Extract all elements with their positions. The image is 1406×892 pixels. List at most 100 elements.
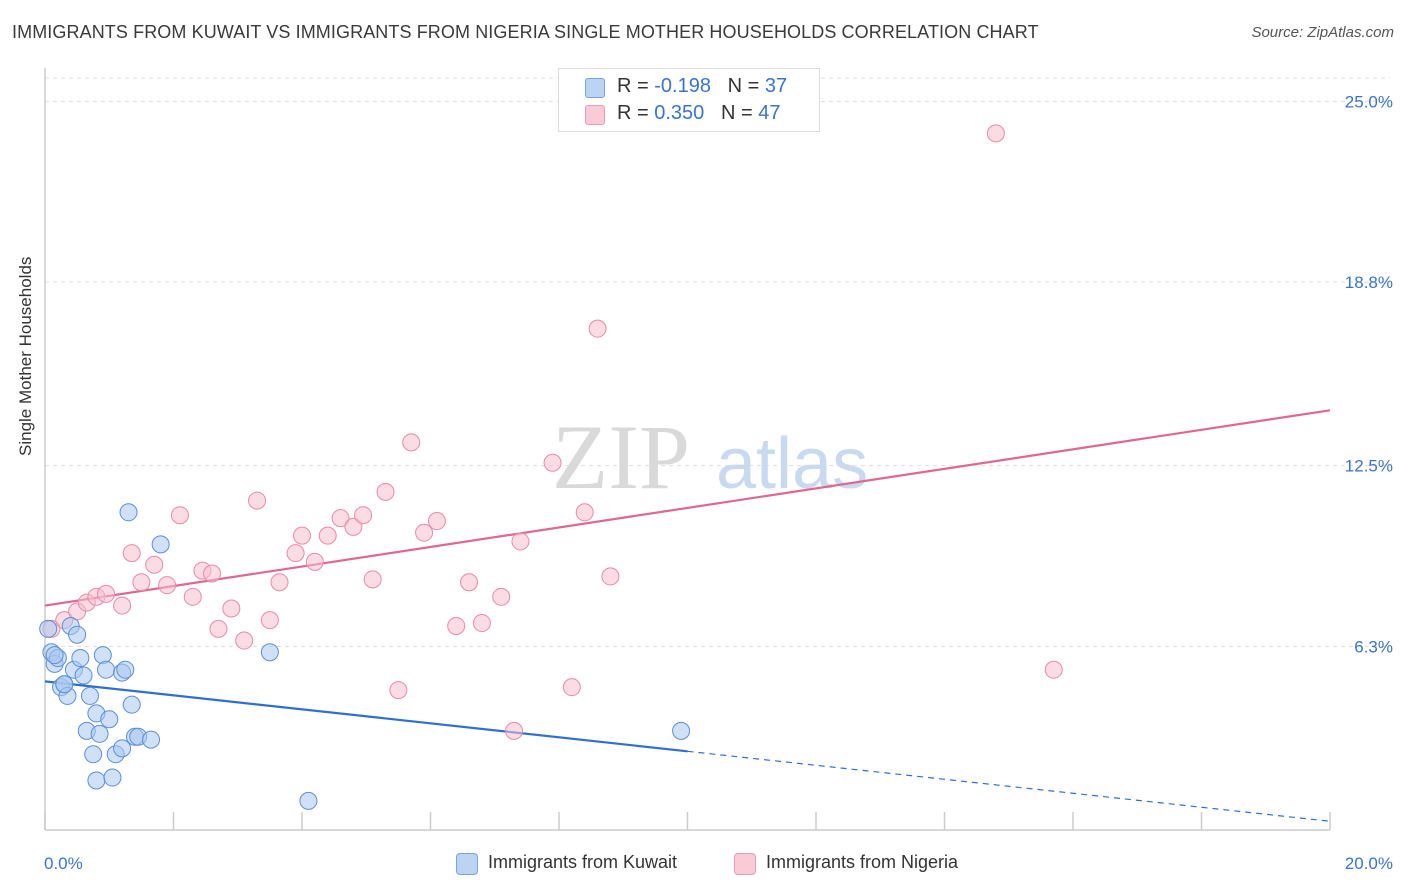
bottom-legend-swatch-kuwait bbox=[456, 853, 478, 875]
point-nigeria bbox=[492, 587, 511, 606]
bottom-legend-swatch-nigeria bbox=[734, 853, 756, 875]
trendline-kuwait-extension bbox=[687, 750, 1331, 822]
watermark: ZIP atlas bbox=[552, 406, 868, 508]
point-kuwait bbox=[84, 745, 103, 764]
point-nigeria bbox=[170, 506, 189, 525]
legend-nigeria-r-label: R = bbox=[617, 102, 649, 124]
point-nigeria bbox=[588, 319, 607, 338]
point-kuwait bbox=[122, 695, 141, 714]
chart-title: IMMIGRANTS FROM KUWAIT VS IMMIGRANTS FRO… bbox=[12, 22, 1039, 42]
point-kuwait bbox=[68, 625, 87, 644]
point-nigeria bbox=[209, 619, 228, 638]
point-kuwait bbox=[142, 730, 161, 749]
point-nigeria bbox=[543, 453, 562, 472]
legend-kuwait-r-label: R = bbox=[617, 75, 649, 97]
correlation-legend: R = -0.198 N = 37 R = 0.350 N = 47 bbox=[558, 68, 820, 132]
y-axis-label: Single Mother Households bbox=[16, 256, 35, 456]
point-nigeria bbox=[363, 570, 382, 589]
legend-kuwait-n-label: N = bbox=[727, 75, 760, 97]
legend-nigeria-n-value: 47 bbox=[758, 102, 781, 124]
point-nigeria bbox=[601, 567, 620, 586]
point-nigeria bbox=[505, 721, 524, 740]
point-nigeria bbox=[427, 512, 446, 531]
y-tick-labels: 6.3% 12.5% 18.8% 25.0% bbox=[1345, 92, 1393, 656]
point-nigeria bbox=[447, 616, 466, 635]
point-nigeria bbox=[260, 611, 279, 630]
point-nigeria bbox=[305, 552, 324, 571]
point-kuwait bbox=[299, 791, 318, 810]
watermark-zip: ZIP bbox=[552, 406, 690, 508]
source-label: Source: ZipAtlas.com bbox=[1251, 24, 1394, 41]
point-nigeria bbox=[402, 433, 421, 452]
point-nigeria bbox=[1044, 660, 1063, 679]
point-nigeria bbox=[415, 523, 434, 542]
point-nigeria bbox=[97, 584, 116, 603]
legend-swatch-nigeria bbox=[585, 105, 605, 125]
x-tick-label-max: 20.0% bbox=[1345, 854, 1393, 873]
bottom-legend-label-kuwait: Immigrants from Kuwait bbox=[488, 852, 678, 872]
legend-swatch-kuwait bbox=[585, 78, 605, 98]
point-nigeria bbox=[132, 573, 151, 592]
point-nigeria bbox=[575, 503, 594, 522]
y-tick-label: 6.3% bbox=[1354, 637, 1393, 656]
points-kuwait bbox=[39, 503, 691, 810]
point-nigeria bbox=[286, 544, 305, 563]
legend-kuwait-n-value: 37 bbox=[764, 75, 788, 97]
x-tick-label-min: 0.0% bbox=[44, 854, 83, 873]
point-nigeria bbox=[331, 509, 350, 528]
point-nigeria bbox=[344, 517, 363, 536]
legend-nigeria-n-label: N = bbox=[720, 102, 753, 124]
point-kuwait bbox=[93, 646, 112, 665]
axes bbox=[44, 68, 1331, 831]
point-nigeria bbox=[354, 506, 373, 525]
point-nigeria bbox=[562, 678, 581, 697]
point-nigeria bbox=[472, 614, 491, 633]
y-tick-label: 12.5% bbox=[1345, 457, 1393, 476]
point-kuwait bbox=[45, 646, 64, 665]
point-nigeria bbox=[376, 482, 395, 501]
trendlines bbox=[44, 409, 1331, 822]
point-nigeria bbox=[460, 573, 479, 592]
point-nigeria bbox=[158, 576, 177, 595]
point-kuwait bbox=[80, 686, 99, 705]
point-kuwait bbox=[119, 503, 138, 522]
point-nigeria bbox=[235, 631, 254, 650]
point-nigeria bbox=[389, 681, 408, 700]
point-nigeria bbox=[248, 491, 267, 510]
point-nigeria bbox=[203, 564, 222, 583]
gridlines bbox=[45, 77, 1390, 647]
point-nigeria bbox=[270, 573, 289, 592]
point-kuwait bbox=[55, 675, 74, 694]
point-kuwait bbox=[260, 643, 279, 662]
point-kuwait bbox=[39, 619, 58, 638]
y-tick-label: 18.8% bbox=[1345, 273, 1393, 292]
point-kuwait bbox=[74, 666, 93, 685]
point-nigeria bbox=[986, 124, 1005, 143]
point-kuwait bbox=[116, 660, 135, 679]
point-kuwait bbox=[672, 721, 691, 740]
y-tick-label: 25.0% bbox=[1345, 92, 1393, 111]
trendline-kuwait bbox=[44, 680, 688, 753]
point-kuwait bbox=[113, 739, 132, 758]
point-nigeria bbox=[293, 526, 311, 545]
point-kuwait bbox=[100, 710, 119, 729]
bottom-legend-label-nigeria: Immigrants from Nigeria bbox=[766, 852, 959, 872]
point-kuwait bbox=[103, 768, 122, 787]
legend-nigeria-r-value: 0.350 bbox=[654, 102, 705, 124]
point-nigeria bbox=[222, 599, 241, 618]
point-nigeria bbox=[145, 555, 164, 574]
point-kuwait bbox=[87, 771, 106, 790]
trendline-nigeria bbox=[44, 409, 1331, 607]
point-nigeria bbox=[511, 532, 530, 551]
point-kuwait bbox=[97, 660, 116, 679]
watermark-atlas: atlas bbox=[716, 424, 868, 504]
point-kuwait bbox=[90, 724, 109, 743]
x-tick-labels: 0.0% 20.0% bbox=[44, 854, 1393, 873]
point-nigeria bbox=[183, 587, 202, 606]
point-kuwait bbox=[151, 535, 170, 554]
point-nigeria bbox=[318, 526, 337, 545]
legend-kuwait-r-value: -0.198 bbox=[654, 75, 711, 97]
point-nigeria bbox=[122, 544, 141, 563]
points-nigeria bbox=[42, 124, 1063, 740]
